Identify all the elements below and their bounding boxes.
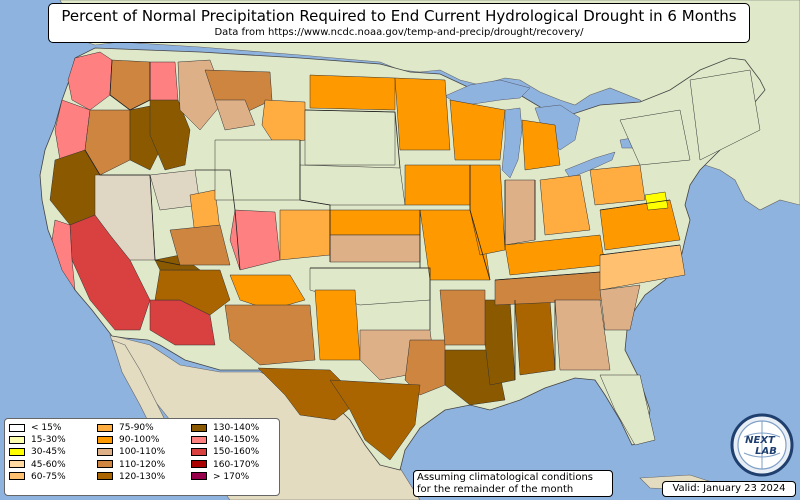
region-tx-panhandle: [314, 289, 361, 361]
legend-item: 120-130%: [97, 471, 165, 483]
legend-label: 60-75%: [31, 471, 66, 482]
legend-swatch: [97, 472, 113, 481]
lake-michigan: [501, 107, 523, 179]
region-ny: [619, 109, 691, 166]
legend-item: 15-30%: [9, 434, 66, 446]
region-pa: [589, 164, 646, 206]
region-ne-states: [689, 69, 761, 161]
legend-item: 75-90%: [97, 422, 165, 434]
region-wa-west: [67, 51, 113, 111]
logo-text-top: NEXT: [745, 435, 776, 446]
legend-item: 140-150%: [191, 434, 259, 446]
legend-swatch: [191, 460, 207, 469]
state-borders: [84, 59, 681, 380]
region-md: [644, 191, 669, 211]
legend-column-2: 75-90% 90-100% 100-110% 110-120% 120-130…: [97, 422, 165, 483]
region-nd: [309, 74, 396, 111]
legend-label: 90-100%: [119, 435, 160, 446]
region-fl: [599, 374, 656, 446]
region-mi: [521, 119, 561, 171]
region-az-east: [154, 254, 201, 271]
legend-item: 160-170%: [191, 459, 259, 471]
assumption-line-1: Assuming climatological conditions: [417, 472, 593, 483]
region-ks-north: [329, 209, 421, 236]
region-ks-south: [329, 234, 421, 263]
nexlab-logo: NEXT LAB: [730, 413, 794, 477]
legend-label: 15-30%: [31, 435, 66, 446]
region-or-central: [84, 109, 131, 176]
legend-label: < 15%: [31, 423, 62, 433]
region-sd: [304, 109, 396, 166]
region-mt-central: [214, 99, 256, 131]
legend-swatch: [191, 423, 207, 432]
region-nm-south: [224, 304, 316, 366]
legend-label: 150-160%: [213, 447, 260, 458]
legend-swatch: [97, 435, 113, 444]
region-az-central: [154, 269, 231, 316]
title-box: Percent of Normal Precipitation Required…: [48, 3, 750, 43]
legend-item: > 170%: [191, 471, 259, 483]
map-title: Percent of Normal Precipitation Required…: [61, 7, 737, 25]
legend-item: 45-60%: [9, 459, 66, 471]
legend-swatch: [97, 447, 113, 456]
region-wi: [449, 99, 506, 161]
legend-swatch: [191, 435, 207, 444]
region-tx-east: [404, 339, 446, 396]
region-ut-south: [169, 224, 231, 266]
region-ne: [299, 164, 406, 206]
legend-label: 130-140%: [213, 423, 260, 433]
legend-swatch: [97, 423, 113, 432]
region-al: [514, 299, 556, 376]
legend-swatch: [97, 460, 113, 469]
legend-label: 140-150%: [213, 435, 260, 446]
legend-item: < 15%: [9, 422, 66, 434]
region-sc: [599, 284, 641, 331]
map-subtitle: Data from https://www.ncdc.noaa.gov/temp…: [214, 27, 584, 38]
legend-label: 120-130%: [119, 471, 166, 482]
region-ia: [404, 164, 471, 206]
legend-label: 30-45%: [31, 447, 66, 458]
legend-swatch: [9, 472, 25, 481]
region-mn: [394, 77, 451, 151]
legend-swatch: [191, 472, 207, 481]
legend-swatch: [191, 447, 207, 456]
assumption-line-2: for the remainder of the month: [417, 484, 574, 495]
legend-label: 100-110%: [119, 447, 166, 458]
legend: < 15% 15-30% 30-45% 45-60% 60-75% 75-90%…: [4, 418, 280, 496]
legend-item: 130-140%: [191, 422, 259, 434]
assumption-note: Assuming climatological conditions for t…: [413, 470, 613, 497]
drought-regions: [49, 51, 761, 461]
legend-swatch: [9, 447, 25, 456]
legend-swatch: [9, 423, 25, 432]
legend-item: 110-120%: [97, 459, 165, 471]
legend-column-1: < 15% 15-30% 30-45% 45-60% 60-75%: [9, 422, 66, 483]
legend-label: > 170%: [213, 471, 250, 482]
legend-item: 90-100%: [97, 434, 165, 446]
legend-column-3: 130-140% 140-150% 150-160% 160-170% > 17…: [191, 422, 259, 483]
region-co-west: [229, 209, 281, 271]
legend-label: 45-60%: [31, 459, 66, 470]
legend-item: 30-45%: [9, 446, 66, 458]
region-ca-coast: [51, 219, 76, 291]
legend-item: 100-110%: [97, 446, 165, 458]
region-tx-south: [329, 379, 421, 461]
legend-item: 150-160%: [191, 446, 259, 458]
legend-swatch: [9, 460, 25, 469]
legend-item: 60-75%: [9, 471, 66, 483]
logo-text-bottom: LAB: [755, 446, 777, 457]
legend-label: 160-170%: [213, 459, 260, 470]
region-in: [504, 179, 536, 246]
legend-label: 110-120%: [119, 459, 166, 470]
legend-label: 75-90%: [119, 423, 154, 433]
canada-land: [59, 0, 800, 211]
region-ga: [554, 299, 611, 371]
legend-swatch: [9, 435, 25, 444]
region-co-east: [279, 209, 331, 261]
valid-date: Valid: January 23 2024: [662, 481, 796, 497]
region-id-central: [149, 99, 191, 171]
region-ar: [439, 289, 486, 346]
region-oh: [539, 174, 591, 236]
